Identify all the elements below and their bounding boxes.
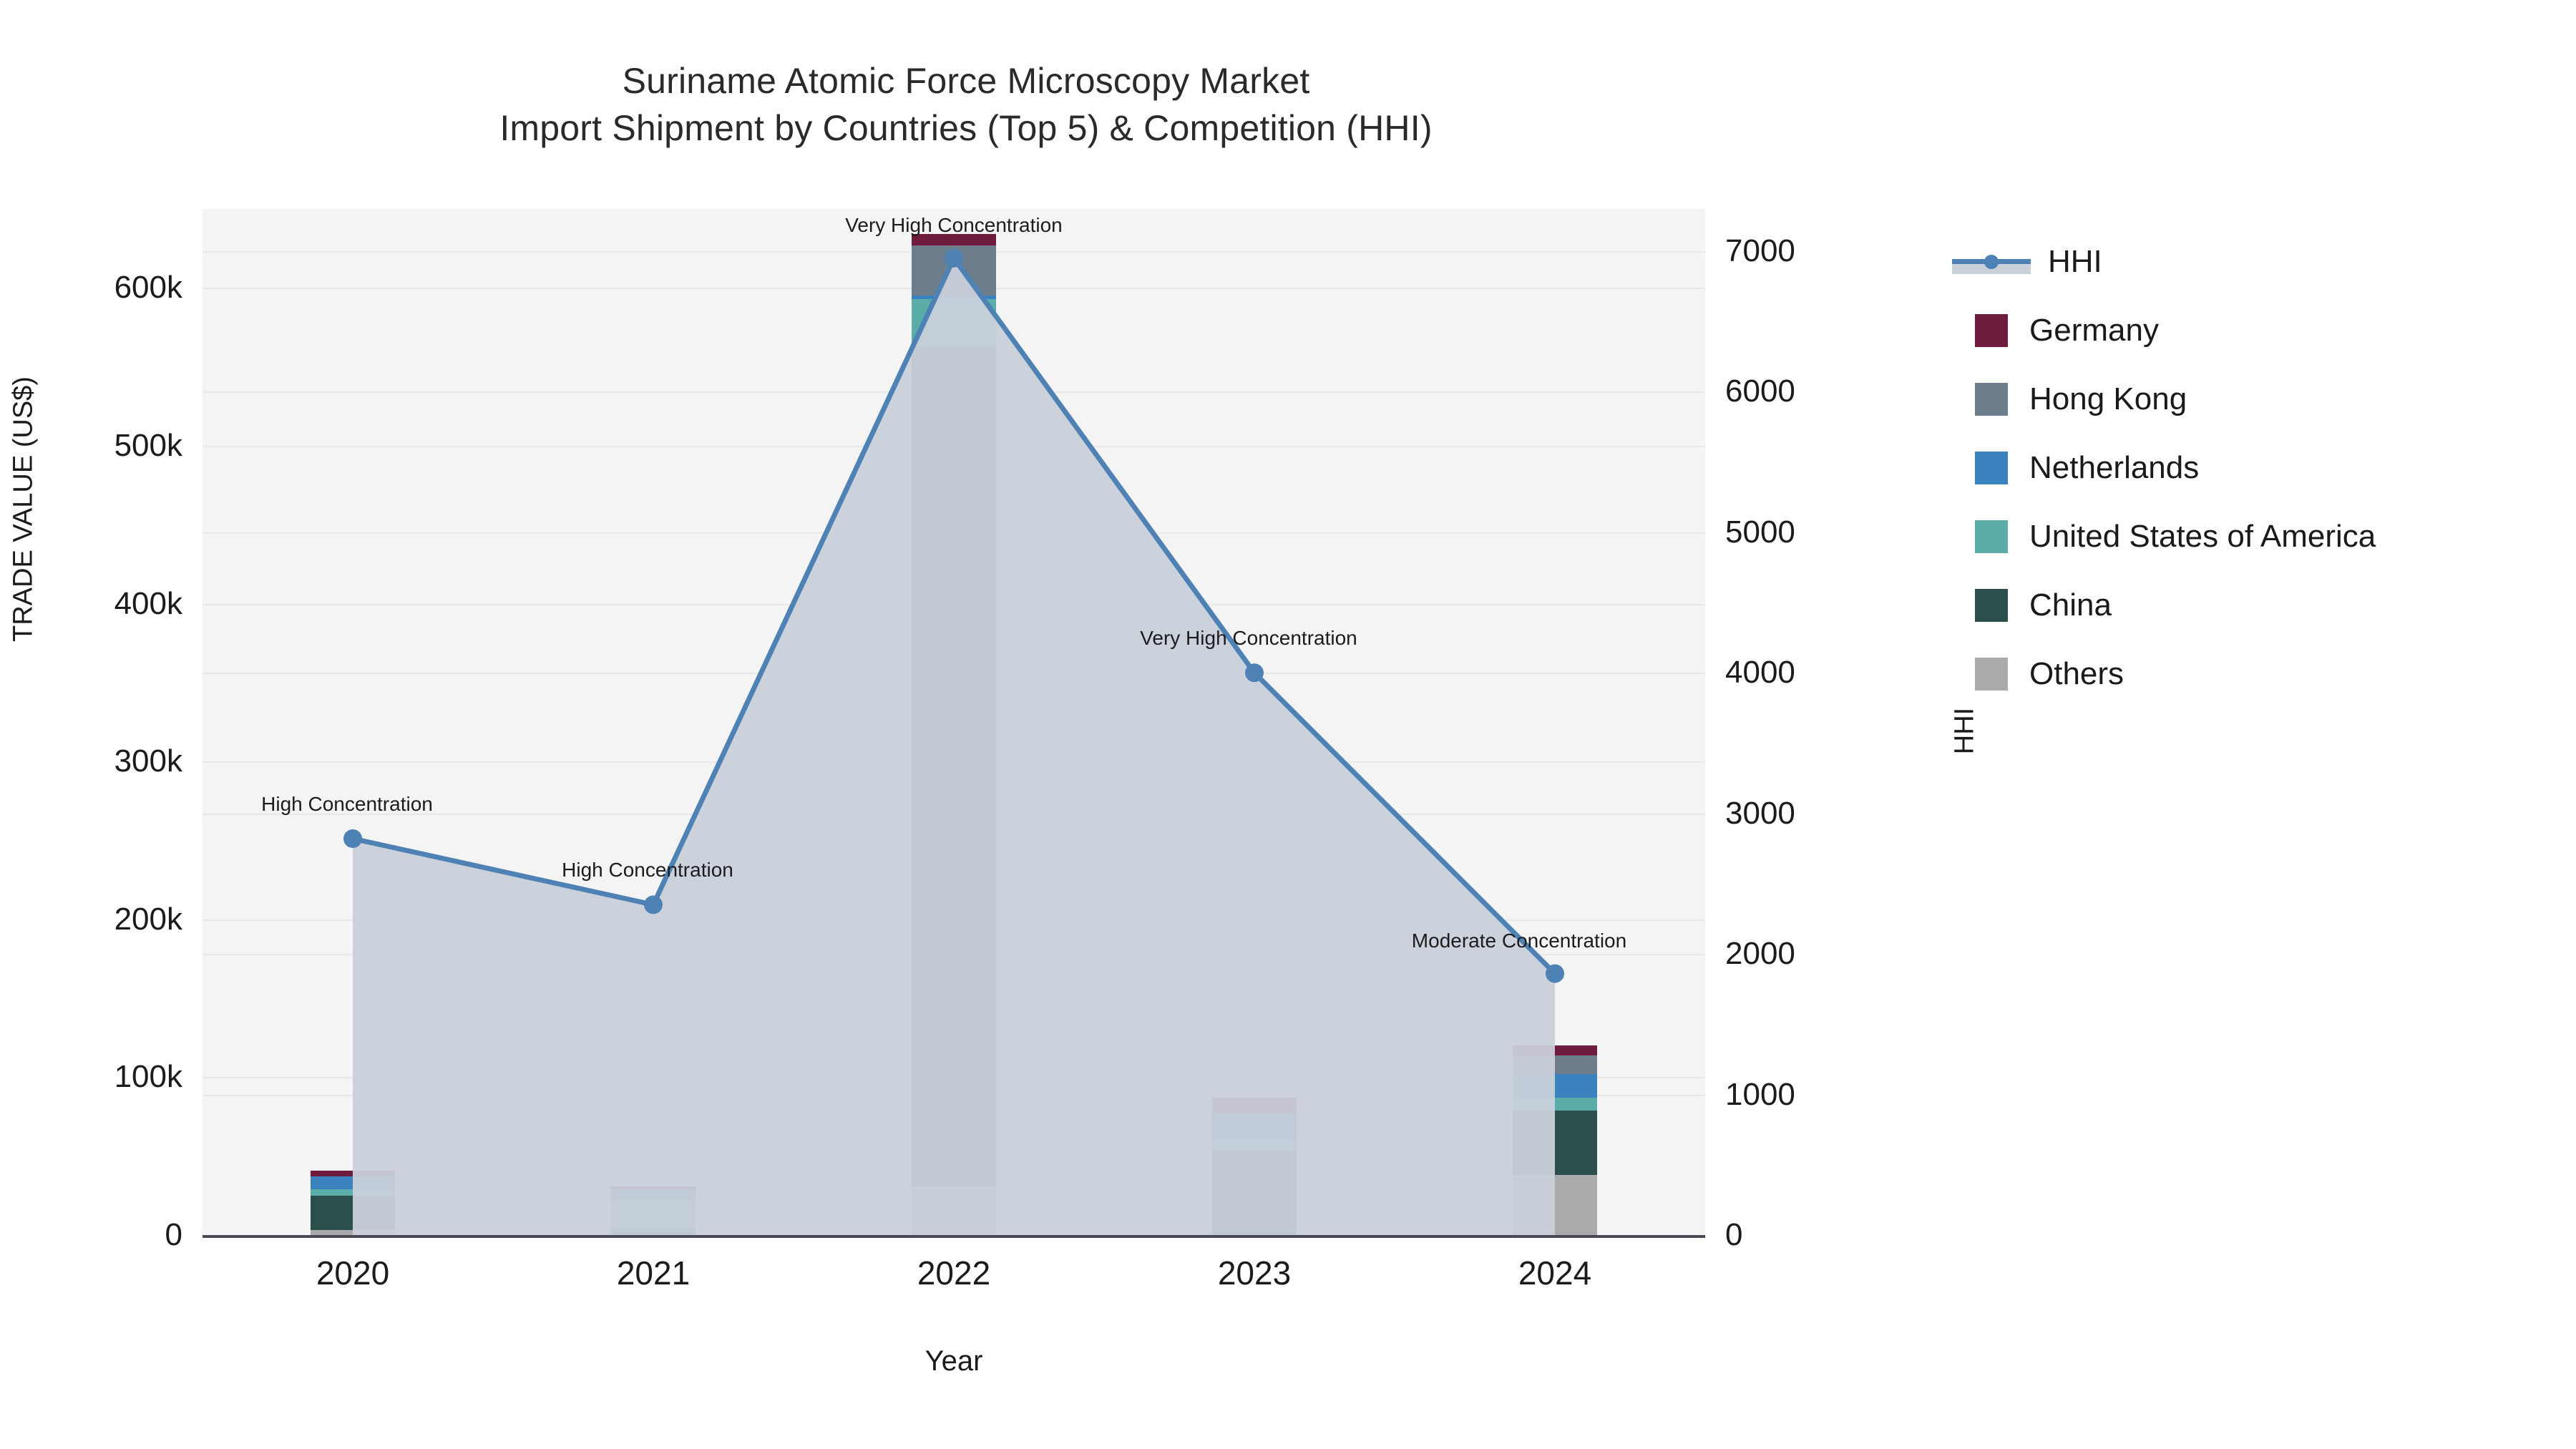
concentration-annotation: High Concentration: [261, 793, 433, 816]
legend-item[interactable]: HHI: [1952, 228, 2547, 296]
legend-item[interactable]: Germany: [1975, 296, 2547, 365]
chart-legend: HHI Germany Hong Kong Netherlands United Sta…: [1952, 228, 2547, 708]
concentration-annotation: Very High Concentration: [845, 213, 1063, 236]
x-tick-label: 2020: [316, 1254, 390, 1292]
y-tick-label-left: 200k: [114, 901, 182, 937]
y-tick-label-right: 6000: [1725, 374, 1795, 409]
legend-item-label: Germany: [2029, 313, 2159, 348]
y-tick-label-left: 500k: [114, 427, 182, 463]
hhi-data-point[interactable]: [1245, 663, 1264, 683]
plot-area: [203, 209, 1705, 1236]
bar-segment[interactable]: [912, 234, 996, 245]
y-tick-label-left: 400k: [114, 585, 182, 621]
concentration-annotation: Very High Concentration: [1140, 627, 1357, 650]
x-tick-label: 2022: [917, 1254, 991, 1292]
hhi-data-point[interactable]: [1546, 964, 1564, 983]
legend-line-marker-icon: [1984, 255, 1999, 269]
y-tick-label-left: 300k: [114, 743, 182, 779]
legend-item-label: Hong Kong: [2029, 381, 2187, 416]
x-tick-label: 2021: [616, 1254, 691, 1292]
y-tick-label-right: 5000: [1725, 514, 1795, 550]
legend-color-swatch: [1975, 452, 2008, 484]
hhi-line-series: [343, 248, 1564, 1235]
concentration-annotation: Moderate Concentration: [1411, 929, 1627, 952]
x-axis-label: Year: [924, 1345, 983, 1377]
y-tick-label-right: 0: [1725, 1217, 1743, 1252]
legend-color-swatch: [1975, 589, 2008, 622]
x-tick-label: 2024: [1518, 1254, 1592, 1292]
legend-item-label: China: [2029, 587, 2112, 623]
legend-item[interactable]: China: [1975, 571, 2547, 640]
legend-color-swatch: [1975, 658, 2008, 691]
legend-item[interactable]: Hong Kong: [1975, 365, 2547, 434]
y-tick-label-left: 600k: [114, 270, 182, 306]
legend-item-label: United States of America: [2029, 519, 2376, 554]
legend-item-label: Netherlands: [2029, 450, 2200, 485]
y-tick-label-right: 4000: [1725, 655, 1795, 691]
chart-title-line-2: Import Shipment by Countries (Top 5) & C…: [499, 108, 1433, 148]
legend-item[interactable]: Netherlands: [1975, 434, 2547, 502]
legend-area-band: [1952, 264, 2031, 274]
legend-item-label: HHI: [2048, 244, 2102, 279]
y-tick-label-right: 3000: [1725, 795, 1795, 831]
y-tick-label-right: 1000: [1725, 1076, 1795, 1112]
hhi-data-point[interactable]: [343, 829, 362, 848]
x-axis-line: [203, 1235, 1705, 1238]
y-tick-label-left: 100k: [114, 1059, 182, 1095]
y-tick-label-right: 7000: [1725, 233, 1795, 268]
chart-title: Suriname Atomic Force Microscopy Market …: [0, 57, 1932, 152]
hhi-data-point[interactable]: [945, 248, 963, 268]
chart-title-line-1: Suriname Atomic Force Microscopy Market: [622, 61, 1310, 101]
x-tick-label: 2023: [1217, 1254, 1292, 1292]
legend-item[interactable]: United States of America: [1975, 502, 2547, 571]
legend-item[interactable]: Others: [1975, 640, 2547, 708]
y-tick-label-right: 2000: [1725, 936, 1795, 972]
concentration-annotation: High Concentration: [562, 859, 733, 882]
hhi-area-fill: [353, 258, 1555, 1235]
hhi-data-point[interactable]: [644, 895, 663, 914]
legend-color-swatch: [1975, 383, 2008, 416]
legend-line-key-icon: [1952, 245, 2031, 278]
y-tick-label-left: 0: [165, 1217, 182, 1252]
legend-item-label: Others: [2029, 656, 2124, 691]
legend-color-swatch: [1975, 314, 2008, 347]
legend-color-swatch: [1975, 520, 2008, 553]
